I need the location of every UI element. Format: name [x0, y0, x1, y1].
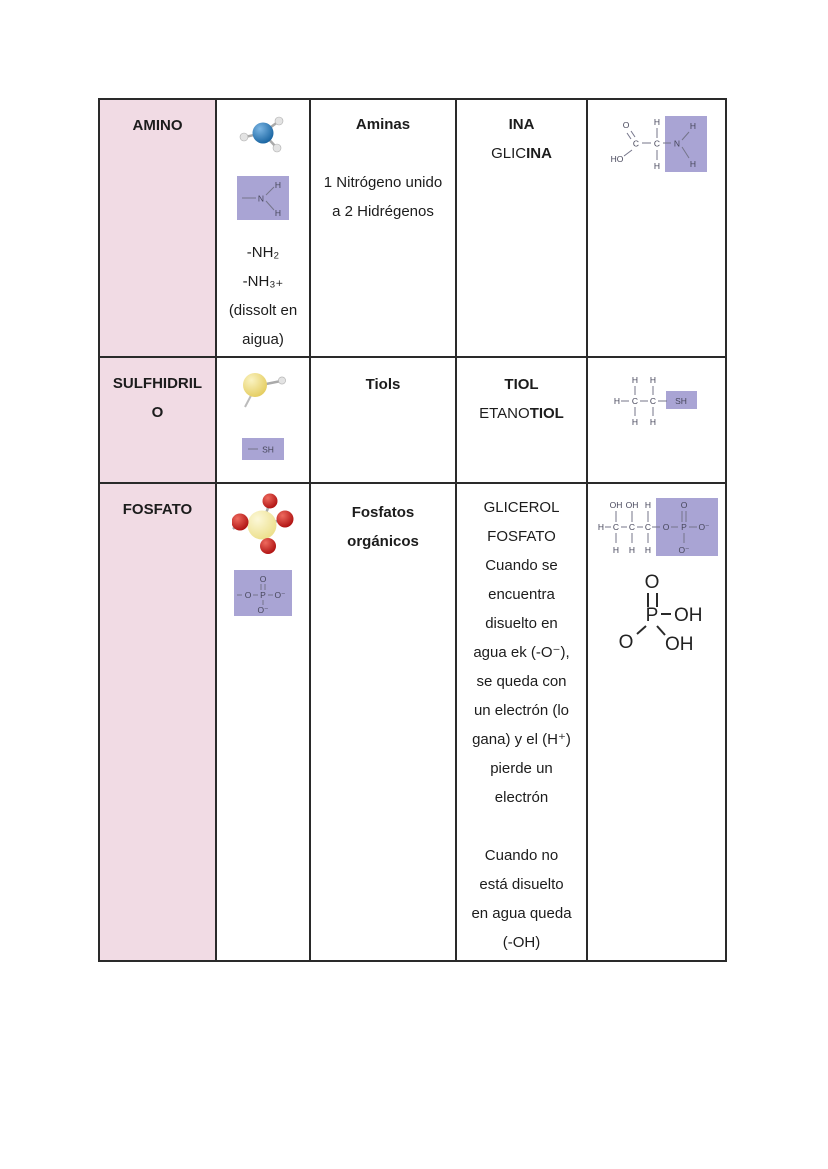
svg-text:H: H	[628, 545, 634, 555]
example-glicina: GLICINA	[491, 145, 552, 162]
svg-text:SH: SH	[262, 445, 274, 455]
svg-text:C: C	[632, 139, 638, 149]
svg-text:OH: OH	[665, 634, 694, 654]
group-label-sulfhidrilo: SULFHIDRIL O	[112, 375, 203, 421]
cell-fosfato-group: FOSFATO	[100, 484, 217, 960]
cell-fosfato-notes: GLICEROL FOSFATO Cuando se encuentra disuelt…	[457, 484, 588, 960]
svg-text:H: H	[653, 161, 659, 171]
amine-structure-diagram: N H H	[242, 180, 281, 218]
svg-text:H: H	[597, 522, 603, 532]
cell-fosfato-family: Fosfatos orgánicos	[311, 484, 457, 960]
cell-amino-group: AMINO	[100, 100, 217, 358]
svg-text:C: C	[653, 139, 659, 149]
cell-sulfhidrilo-family: Tiols	[311, 358, 457, 484]
cell-amino-images: N H H -NH₂ -NH₃₊ (dissolt en aigua)	[217, 100, 311, 358]
svg-text:H: H	[275, 180, 281, 190]
svg-text:H: H	[275, 208, 281, 218]
svg-text:HO: HO	[610, 154, 623, 164]
phosphate-structure-diagram: O O P O⁻ O⁻	[237, 574, 286, 615]
fosfato-notes-text: GLICEROL FOSFATO Cuando se encuentra disuelt…	[471, 499, 572, 951]
ethanethiol-structure-diagram: H C C SH H H H H	[613, 375, 697, 426]
phosphate-ball-stick-image	[232, 493, 294, 554]
svg-text:H: H	[649, 375, 655, 385]
amino-ball-stick-image	[239, 116, 284, 153]
glycine-structure-diagram: O HO C C H H N H H	[610, 116, 707, 172]
family-label-fosfatos: Fosfatos orgánicos	[347, 504, 419, 550]
svg-text:O: O	[245, 590, 252, 600]
svg-text:P: P	[260, 590, 266, 600]
svg-text:OH: OH	[609, 500, 622, 510]
example-etanotiol: ETANOTIOL	[479, 405, 564, 422]
family-label-tiols: Tiols	[365, 376, 401, 393]
family-label-aminas: Aminas	[355, 116, 411, 133]
svg-text:O: O	[622, 120, 629, 130]
glycerol-phosphate-structure-diagram: OH OH H O H C C C O P O⁻ H H H O⁻	[597, 498, 718, 556]
cell-amino-family: Aminas 1 Nitrógeno unido a 2 Hidrégenos	[311, 100, 457, 358]
svg-text:O⁻: O⁻	[678, 545, 689, 555]
cell-fosfato-structure: OH OH H O H C C C O P O⁻ H H H O⁻ O P OH…	[588, 484, 725, 960]
svg-text:C: C	[649, 396, 655, 406]
svg-text:H: H	[613, 396, 619, 406]
svg-text:C: C	[644, 522, 650, 532]
svg-text:O: O	[644, 572, 659, 593]
cell-sulfhidrilo-example: TIOL ETANOTIOL	[457, 358, 588, 484]
svg-text:O⁻: O⁻	[698, 522, 709, 532]
svg-text:N: N	[673, 139, 679, 149]
functional-groups-table: AMINO N H H	[98, 98, 727, 962]
cell-amino-structure: O HO C C H H N H H	[588, 100, 725, 358]
svg-text:H: H	[631, 375, 637, 385]
svg-text:C: C	[631, 396, 637, 406]
svg-text:O: O	[618, 632, 633, 653]
cell-sulfhidrilo-images: SH	[217, 358, 311, 484]
cell-sulfhidrilo-group: SULFHIDRIL O	[100, 358, 217, 484]
cell-amino-example: INA GLICINA	[457, 100, 588, 358]
svg-text:H: H	[644, 545, 650, 555]
amine-structure-highlight: N H H	[237, 176, 289, 220]
svg-text:H: H	[649, 417, 655, 426]
svg-text:O: O	[662, 522, 669, 532]
thiol-structure-diagram: SH	[248, 445, 274, 455]
phosphate-structure-highlight: O O P O⁻ O⁻	[234, 570, 292, 616]
group-label-amino: AMINO	[132, 117, 183, 134]
suffix-ina: INA	[508, 116, 535, 133]
svg-text:OH: OH	[625, 500, 638, 510]
svg-text:P: P	[681, 522, 687, 532]
svg-text:P: P	[645, 605, 658, 626]
svg-text:H: H	[689, 159, 695, 169]
phosphoric-acid-structure-diagram: O P OH OH O	[618, 572, 703, 654]
svg-text:C: C	[612, 522, 618, 532]
aminas-description: 1 Nitrógeno unido a 2 Hidrégenos	[323, 174, 443, 220]
svg-text:O: O	[260, 574, 267, 584]
svg-text:H: H	[653, 117, 659, 127]
suffix-tiol: TIOL	[504, 376, 539, 393]
svg-text:H: H	[612, 545, 618, 555]
svg-text:H: H	[689, 121, 695, 131]
cell-sulfhidrilo-structure: H C C SH H H H H	[588, 358, 725, 484]
svg-text:C: C	[628, 522, 634, 532]
amino-formula-text: -NH₂ -NH₃₊ (dissolt en aigua)	[228, 244, 298, 348]
sulfhydryl-ball-stick-image	[242, 373, 286, 408]
svg-text:SH: SH	[675, 396, 687, 406]
svg-text:OH: OH	[674, 605, 703, 626]
svg-text:O⁻: O⁻	[257, 605, 268, 615]
svg-text:O⁻: O⁻	[274, 590, 285, 600]
svg-text:H: H	[644, 500, 650, 510]
thiol-structure-highlight: SH	[242, 438, 284, 460]
svg-text:H: H	[631, 417, 637, 426]
cell-fosfato-images: O O P O⁻ O⁻	[217, 484, 311, 960]
svg-text:O: O	[680, 500, 687, 510]
group-label-fosfato: FOSFATO	[122, 501, 193, 518]
svg-text:N: N	[258, 194, 264, 204]
